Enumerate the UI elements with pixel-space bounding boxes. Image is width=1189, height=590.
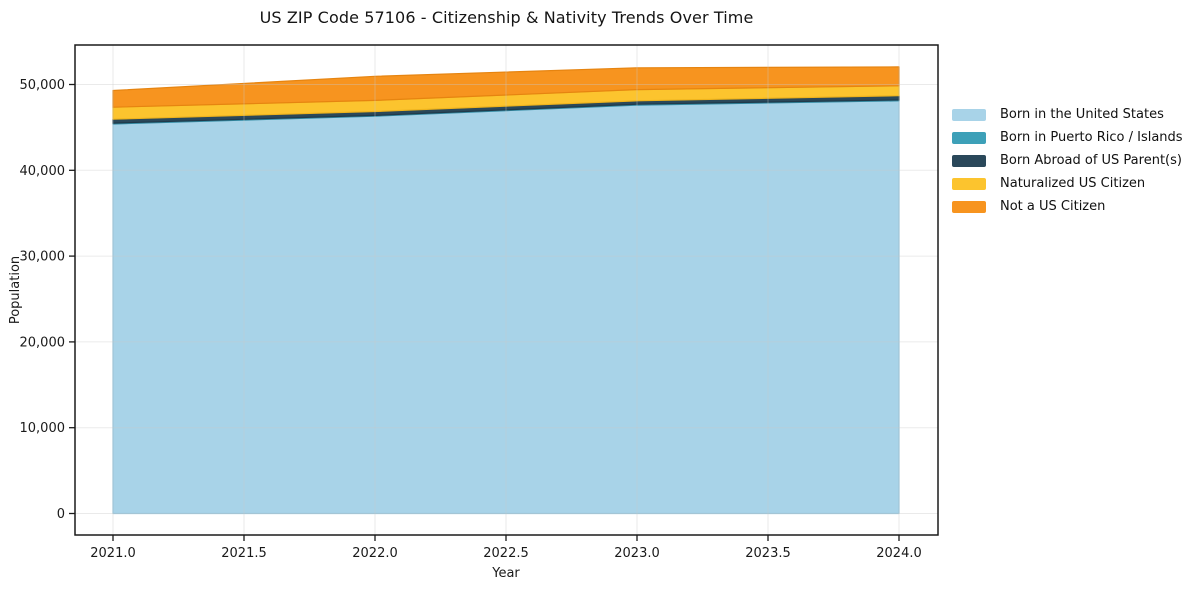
y-axis-tick-label: 30,000	[20, 250, 66, 265]
y-axis-tick-label: 10,000	[20, 421, 66, 436]
x-axis-tick-label: 2021.5	[221, 546, 267, 561]
legend-item: Born in Puerto Rico / Islands	[952, 126, 1183, 149]
legend: Born in the United States Born in Puerto…	[952, 103, 1183, 218]
legend-swatch-icon	[952, 131, 986, 144]
legend-swatch-icon	[952, 200, 986, 213]
x-axis-label: Year	[491, 566, 520, 581]
legend-swatch-icon	[952, 154, 986, 167]
legend-swatch-icon	[952, 177, 986, 190]
area-series-4	[112, 66, 900, 108]
axis-ticks: 2021.0 2021.5 2022.0 2022.5 2023.0 2023.5 2024…	[20, 78, 922, 561]
legend-item-label: Born in Puerto Rico / Islands	[1000, 130, 1183, 145]
legend-swatch-icon	[952, 108, 986, 121]
y-axis-label: Population	[8, 256, 23, 324]
stacked-areas	[112, 66, 900, 515]
x-axis-tick-label: 2023.0	[614, 546, 660, 561]
legend-item: Not a US Citizen	[952, 195, 1183, 218]
legend-item-label: Naturalized US Citizen	[1000, 176, 1146, 191]
y-axis-tick-label: 20,000	[20, 335, 66, 350]
gridlines	[75, 45, 938, 535]
legend-item: Born in the United States	[952, 103, 1183, 126]
x-axis-tick-label: 2022.0	[352, 546, 398, 561]
x-axis-tick-label: 2021.0	[90, 546, 136, 561]
y-axis-tick-label: 0	[57, 507, 65, 522]
chart-title: US ZIP Code 57106 - Citizenship & Nativi…	[259, 8, 754, 27]
x-axis-tick-label: 2022.5	[483, 546, 529, 561]
legend-item-label: Born Abroad of US Parent(s)	[1000, 153, 1182, 168]
x-axis-tick-label: 2024.0	[876, 546, 922, 561]
legend-item-label: Born in the United States	[1000, 107, 1164, 122]
y-axis-tick-label: 40,000	[20, 164, 66, 179]
legend-item: Born Abroad of US Parent(s)	[952, 149, 1183, 172]
legend-item-label: Not a US Citizen	[1000, 199, 1106, 214]
legend-item: Naturalized US Citizen	[952, 172, 1183, 195]
x-axis-tick-label: 2023.5	[745, 546, 791, 561]
y-axis-tick-label: 50,000	[20, 78, 66, 93]
